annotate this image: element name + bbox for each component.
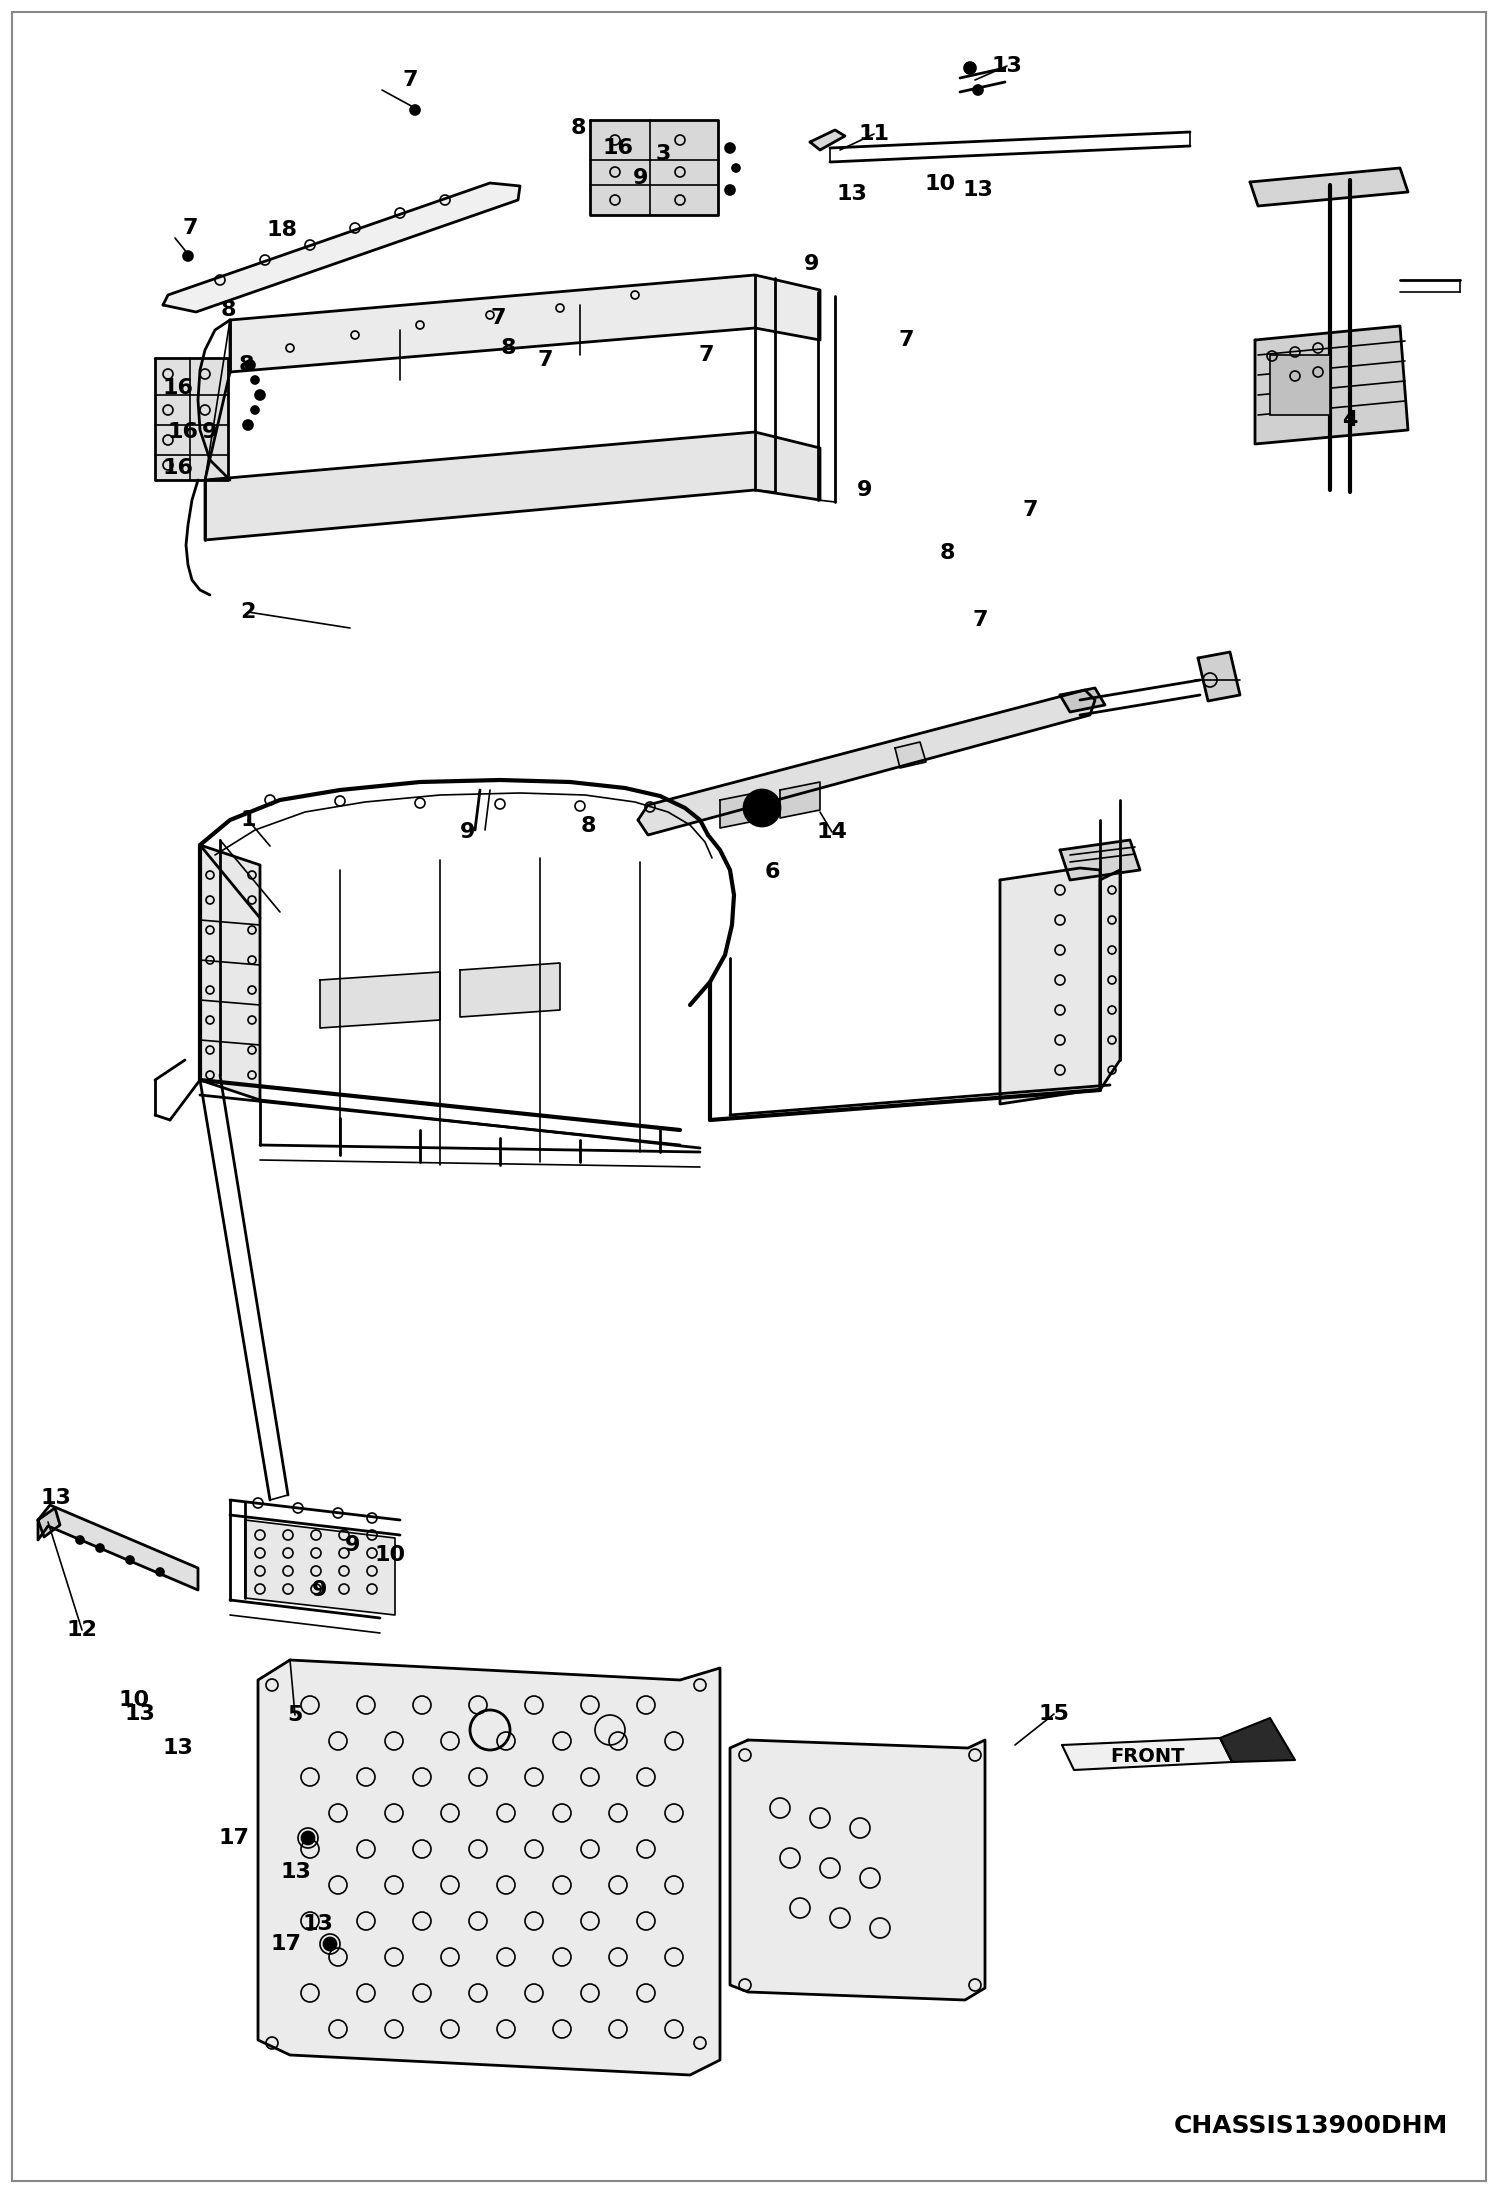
Bar [1270, 355, 1330, 414]
Text: 6: 6 [764, 862, 780, 882]
Text: 3: 3 [655, 145, 671, 164]
Text: 17: 17 [271, 1934, 301, 1954]
Text: 10: 10 [924, 173, 956, 193]
Polygon shape [730, 1739, 986, 2000]
Text: 9: 9 [857, 480, 873, 500]
Polygon shape [258, 1660, 721, 2075]
Polygon shape [1061, 689, 1106, 713]
Circle shape [255, 390, 265, 399]
Polygon shape [246, 1520, 395, 1614]
Text: 13: 13 [280, 1862, 312, 1882]
Text: 9: 9 [460, 822, 476, 842]
Polygon shape [321, 971, 440, 1029]
Text: 10: 10 [118, 1691, 150, 1711]
Polygon shape [460, 963, 560, 1018]
Text: 8: 8 [939, 544, 954, 564]
Text: 17: 17 [219, 1829, 250, 1849]
Circle shape [410, 105, 419, 114]
Circle shape [324, 1939, 336, 1950]
Circle shape [76, 1535, 84, 1544]
Text: 7: 7 [403, 70, 418, 90]
Circle shape [156, 1568, 163, 1577]
Polygon shape [163, 182, 520, 311]
Text: 7: 7 [538, 351, 553, 371]
Text: 16: 16 [162, 377, 193, 397]
Polygon shape [1100, 871, 1121, 1090]
Circle shape [96, 1544, 103, 1553]
Polygon shape [590, 121, 718, 215]
Polygon shape [1249, 169, 1408, 206]
Text: 14: 14 [816, 822, 848, 842]
Circle shape [246, 360, 255, 371]
Text: 9: 9 [804, 254, 819, 274]
Polygon shape [201, 844, 261, 1101]
Text: 9: 9 [202, 421, 217, 443]
Text: 11: 11 [858, 125, 890, 145]
Text: 18: 18 [267, 219, 298, 239]
Text: 5: 5 [288, 1704, 303, 1726]
Text: 8: 8 [238, 355, 253, 375]
Polygon shape [231, 274, 819, 373]
Polygon shape [638, 691, 1095, 836]
Circle shape [303, 1831, 315, 1844]
Polygon shape [780, 783, 819, 818]
Text: 16: 16 [162, 458, 193, 478]
Text: 13: 13 [124, 1704, 156, 1724]
Polygon shape [1198, 651, 1240, 702]
Circle shape [126, 1557, 133, 1564]
Polygon shape [205, 432, 819, 539]
Circle shape [725, 184, 736, 195]
Text: 8: 8 [500, 338, 515, 357]
Text: 12: 12 [66, 1621, 97, 1640]
Circle shape [252, 375, 259, 384]
Polygon shape [1219, 1717, 1294, 1761]
Text: 10: 10 [374, 1546, 406, 1566]
Polygon shape [810, 129, 845, 149]
Text: 8: 8 [580, 816, 596, 836]
Text: 13: 13 [163, 1739, 193, 1759]
Circle shape [974, 86, 983, 94]
Polygon shape [721, 792, 759, 829]
Text: 9: 9 [346, 1535, 361, 1555]
Polygon shape [154, 357, 228, 480]
Text: 7: 7 [1022, 500, 1038, 520]
Text: 16: 16 [602, 138, 634, 158]
Circle shape [965, 61, 977, 75]
Polygon shape [1062, 1739, 1231, 1770]
Text: 15: 15 [1038, 1704, 1070, 1724]
Text: 7: 7 [183, 217, 198, 239]
Polygon shape [1001, 868, 1100, 1103]
Text: 13: 13 [992, 57, 1023, 77]
Circle shape [725, 143, 736, 154]
Text: 2: 2 [240, 603, 256, 623]
Text: 9: 9 [312, 1579, 328, 1601]
Text: 7: 7 [972, 610, 987, 629]
Circle shape [745, 789, 780, 827]
Circle shape [243, 421, 253, 430]
Text: 13: 13 [963, 180, 993, 200]
Text: 13: 13 [303, 1914, 334, 1934]
Text: CHASSIS13900DHM: CHASSIS13900DHM [1174, 2114, 1449, 2138]
Polygon shape [1255, 327, 1408, 443]
Text: 7: 7 [490, 307, 506, 329]
Text: 9: 9 [634, 169, 649, 189]
Text: 7: 7 [698, 344, 713, 364]
Text: FRONT: FRONT [1110, 1746, 1185, 1765]
Polygon shape [894, 741, 926, 768]
Text: 1: 1 [240, 809, 256, 829]
Text: 7: 7 [899, 329, 914, 351]
Polygon shape [37, 1504, 198, 1590]
Polygon shape [1061, 840, 1140, 879]
Text: 8: 8 [571, 118, 586, 138]
Polygon shape [37, 1509, 60, 1537]
Text: 13: 13 [836, 184, 867, 204]
Text: 13: 13 [40, 1489, 72, 1509]
Circle shape [733, 164, 740, 171]
Text: 8: 8 [220, 300, 235, 320]
Text: 16: 16 [168, 421, 199, 443]
Circle shape [183, 250, 193, 261]
Text: 4: 4 [1342, 410, 1357, 430]
Circle shape [252, 406, 259, 414]
